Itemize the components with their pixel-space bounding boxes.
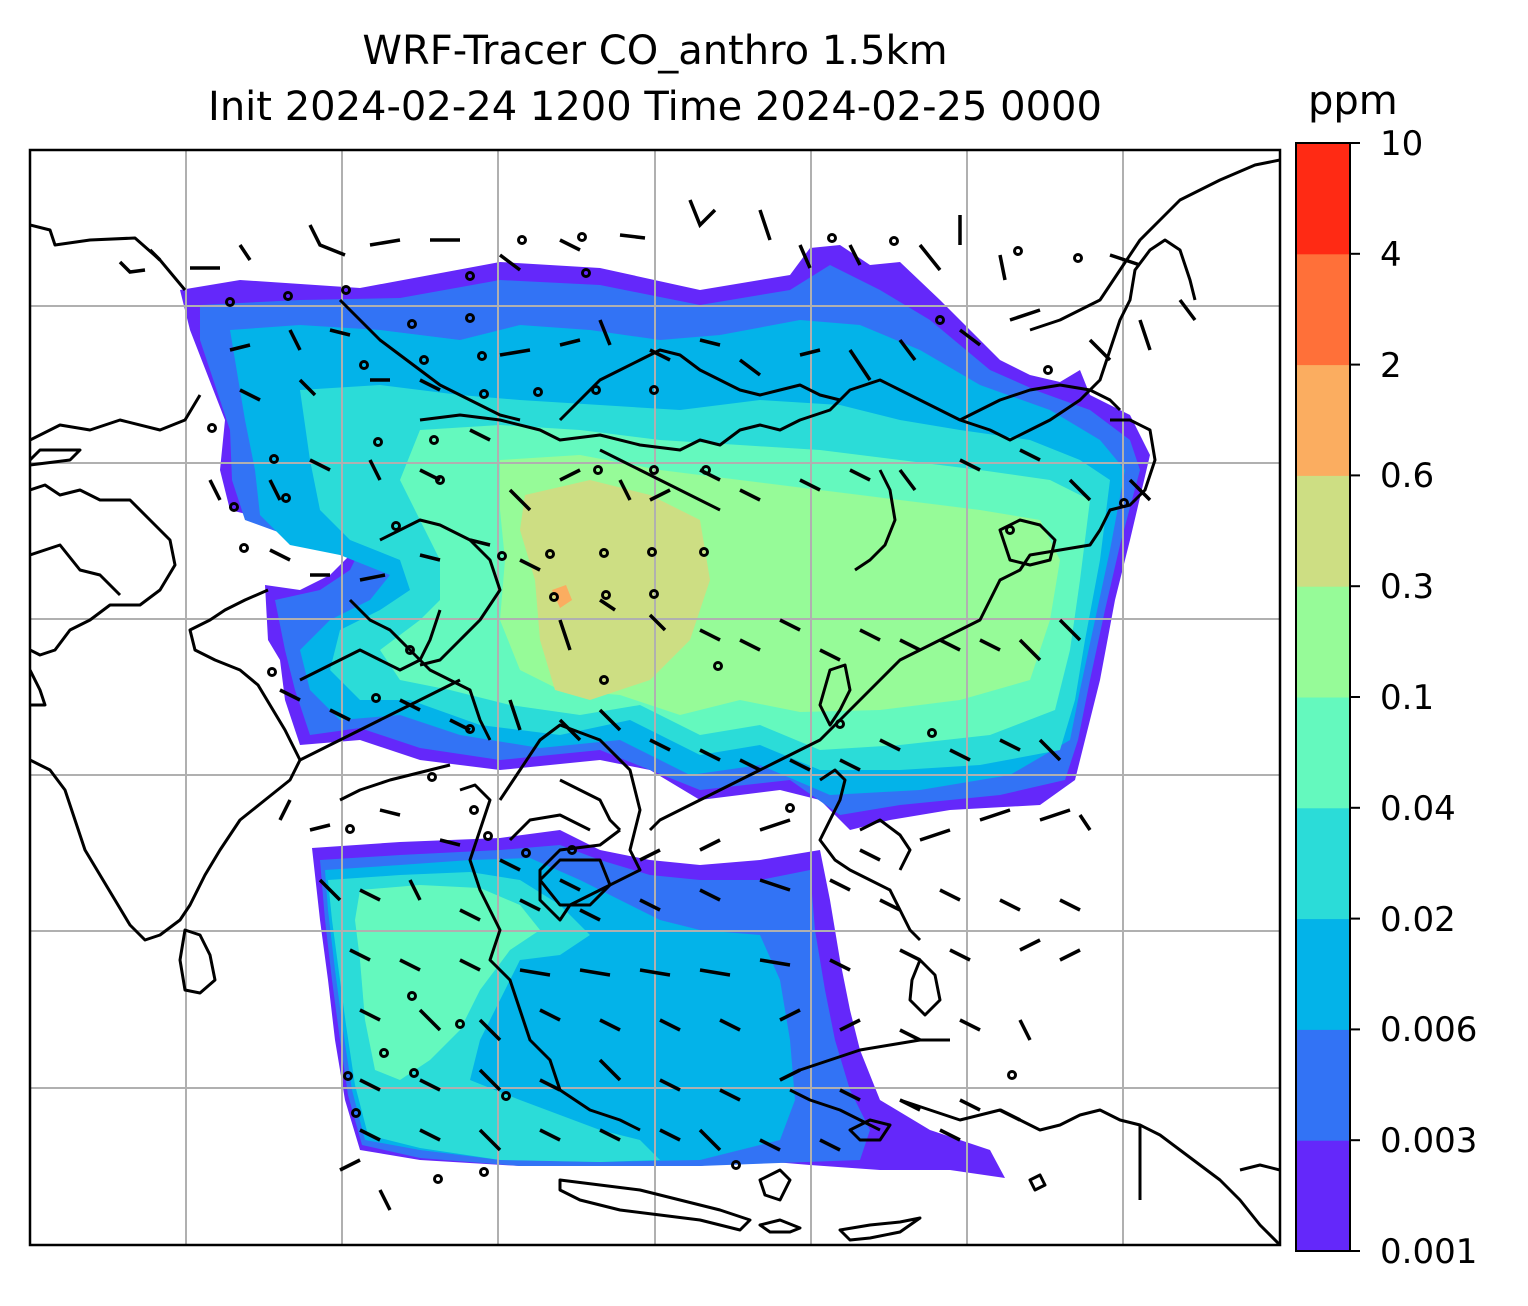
colorbar-segment xyxy=(1296,253,1350,366)
tracer-field-south xyxy=(312,830,1005,1178)
colorbar-tick-label: 0.001 xyxy=(1380,1232,1478,1272)
colorbar-segment xyxy=(1296,807,1350,920)
colorbar-segment xyxy=(1296,697,1350,809)
colorbar xyxy=(1295,142,1360,1252)
colorbar-segment xyxy=(1296,1140,1350,1252)
colorbar-segment xyxy=(1296,586,1350,698)
colorbar-tick-label: 4 xyxy=(1380,234,1402,275)
tracer-field-north xyxy=(180,245,1150,830)
map-title-line1: WRF-Tracer CO_anthro 1.5km xyxy=(362,28,948,74)
colorbar-segment xyxy=(1296,918,1350,1030)
wind-barbs xyxy=(118,199,1197,1211)
map-frame xyxy=(28,148,1282,1247)
colorbar-tick-label: 0.6 xyxy=(1380,456,1435,497)
colorbar-tick-label: 0.006 xyxy=(1380,1010,1478,1051)
calm-wind-markers xyxy=(207,232,1129,1184)
co-band-0.04-south xyxy=(355,885,540,1080)
colorbar-tick-label: 0.02 xyxy=(1380,899,1456,940)
map-axes-content xyxy=(30,150,1280,1245)
colorbar-segment xyxy=(1296,143,1350,255)
colorbar-tick-label: 2 xyxy=(1380,345,1402,386)
colorbar-tick-label: 0.1 xyxy=(1380,678,1435,718)
co-band-0.6-spot xyxy=(552,585,572,608)
map-title-line2: Init 2024-02-24 1200 Time 2024-02-25 000… xyxy=(208,84,1102,130)
colorbar-tick-label: 0.3 xyxy=(1380,567,1435,608)
coastlines xyxy=(30,158,1280,1245)
colorbar-segment xyxy=(1296,475,1350,587)
colorbar-segment xyxy=(1296,364,1350,476)
colorbar-tick-label: 0.003 xyxy=(1380,1121,1478,1162)
colorbar-segment xyxy=(1296,1029,1350,1141)
colorbar-unit-label: ppm xyxy=(1308,78,1398,124)
colorbar-tick-label: 10 xyxy=(1380,124,1424,164)
colorbar-tick-label: 0.04 xyxy=(1380,788,1456,829)
